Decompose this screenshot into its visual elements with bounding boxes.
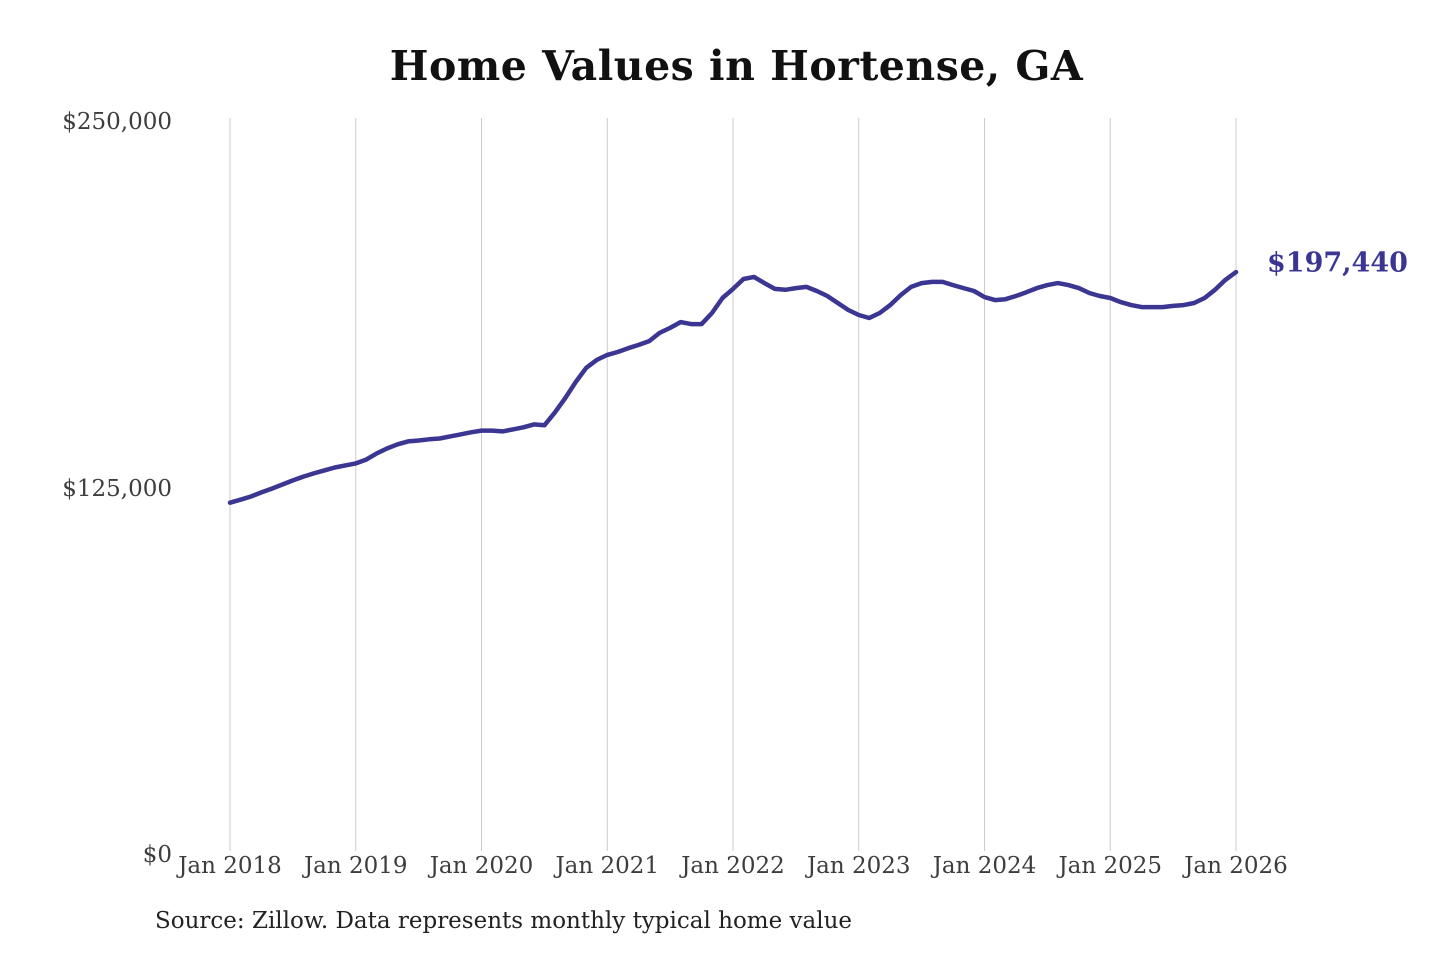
x-axis-tick-label: Jan 2025 [1058,853,1163,879]
y-axis-tick-label: $0 [142,842,172,868]
x-axis-tick-label: Jan 2024 [932,853,1037,879]
x-axis-tick-label: Jan 2019 [303,853,408,879]
x-axis-tick-label: Jan 2022 [681,853,785,879]
x-axis-tick-label: Jan 2023 [806,853,911,879]
y-axis-tick-label: $250,000 [62,109,172,135]
x-axis-tick-label: Jan 2018 [178,853,282,879]
source-note: Source: Zillow. Data represents monthly … [155,908,853,934]
home-value-line [227,269,1239,505]
x-axis-tick-label: Jan 2026 [1184,853,1288,879]
x-axis-tick-label: Jan 2021 [555,853,660,879]
chart-title: Home Values in Hortense, GA [389,42,1084,90]
y-axis-tick-label: $125,000 [62,475,172,502]
last-value-label: $197,440 [1267,247,1408,279]
x-axis-tick-label: Jan 2020 [429,853,534,879]
year-gridlines [229,118,1237,851]
